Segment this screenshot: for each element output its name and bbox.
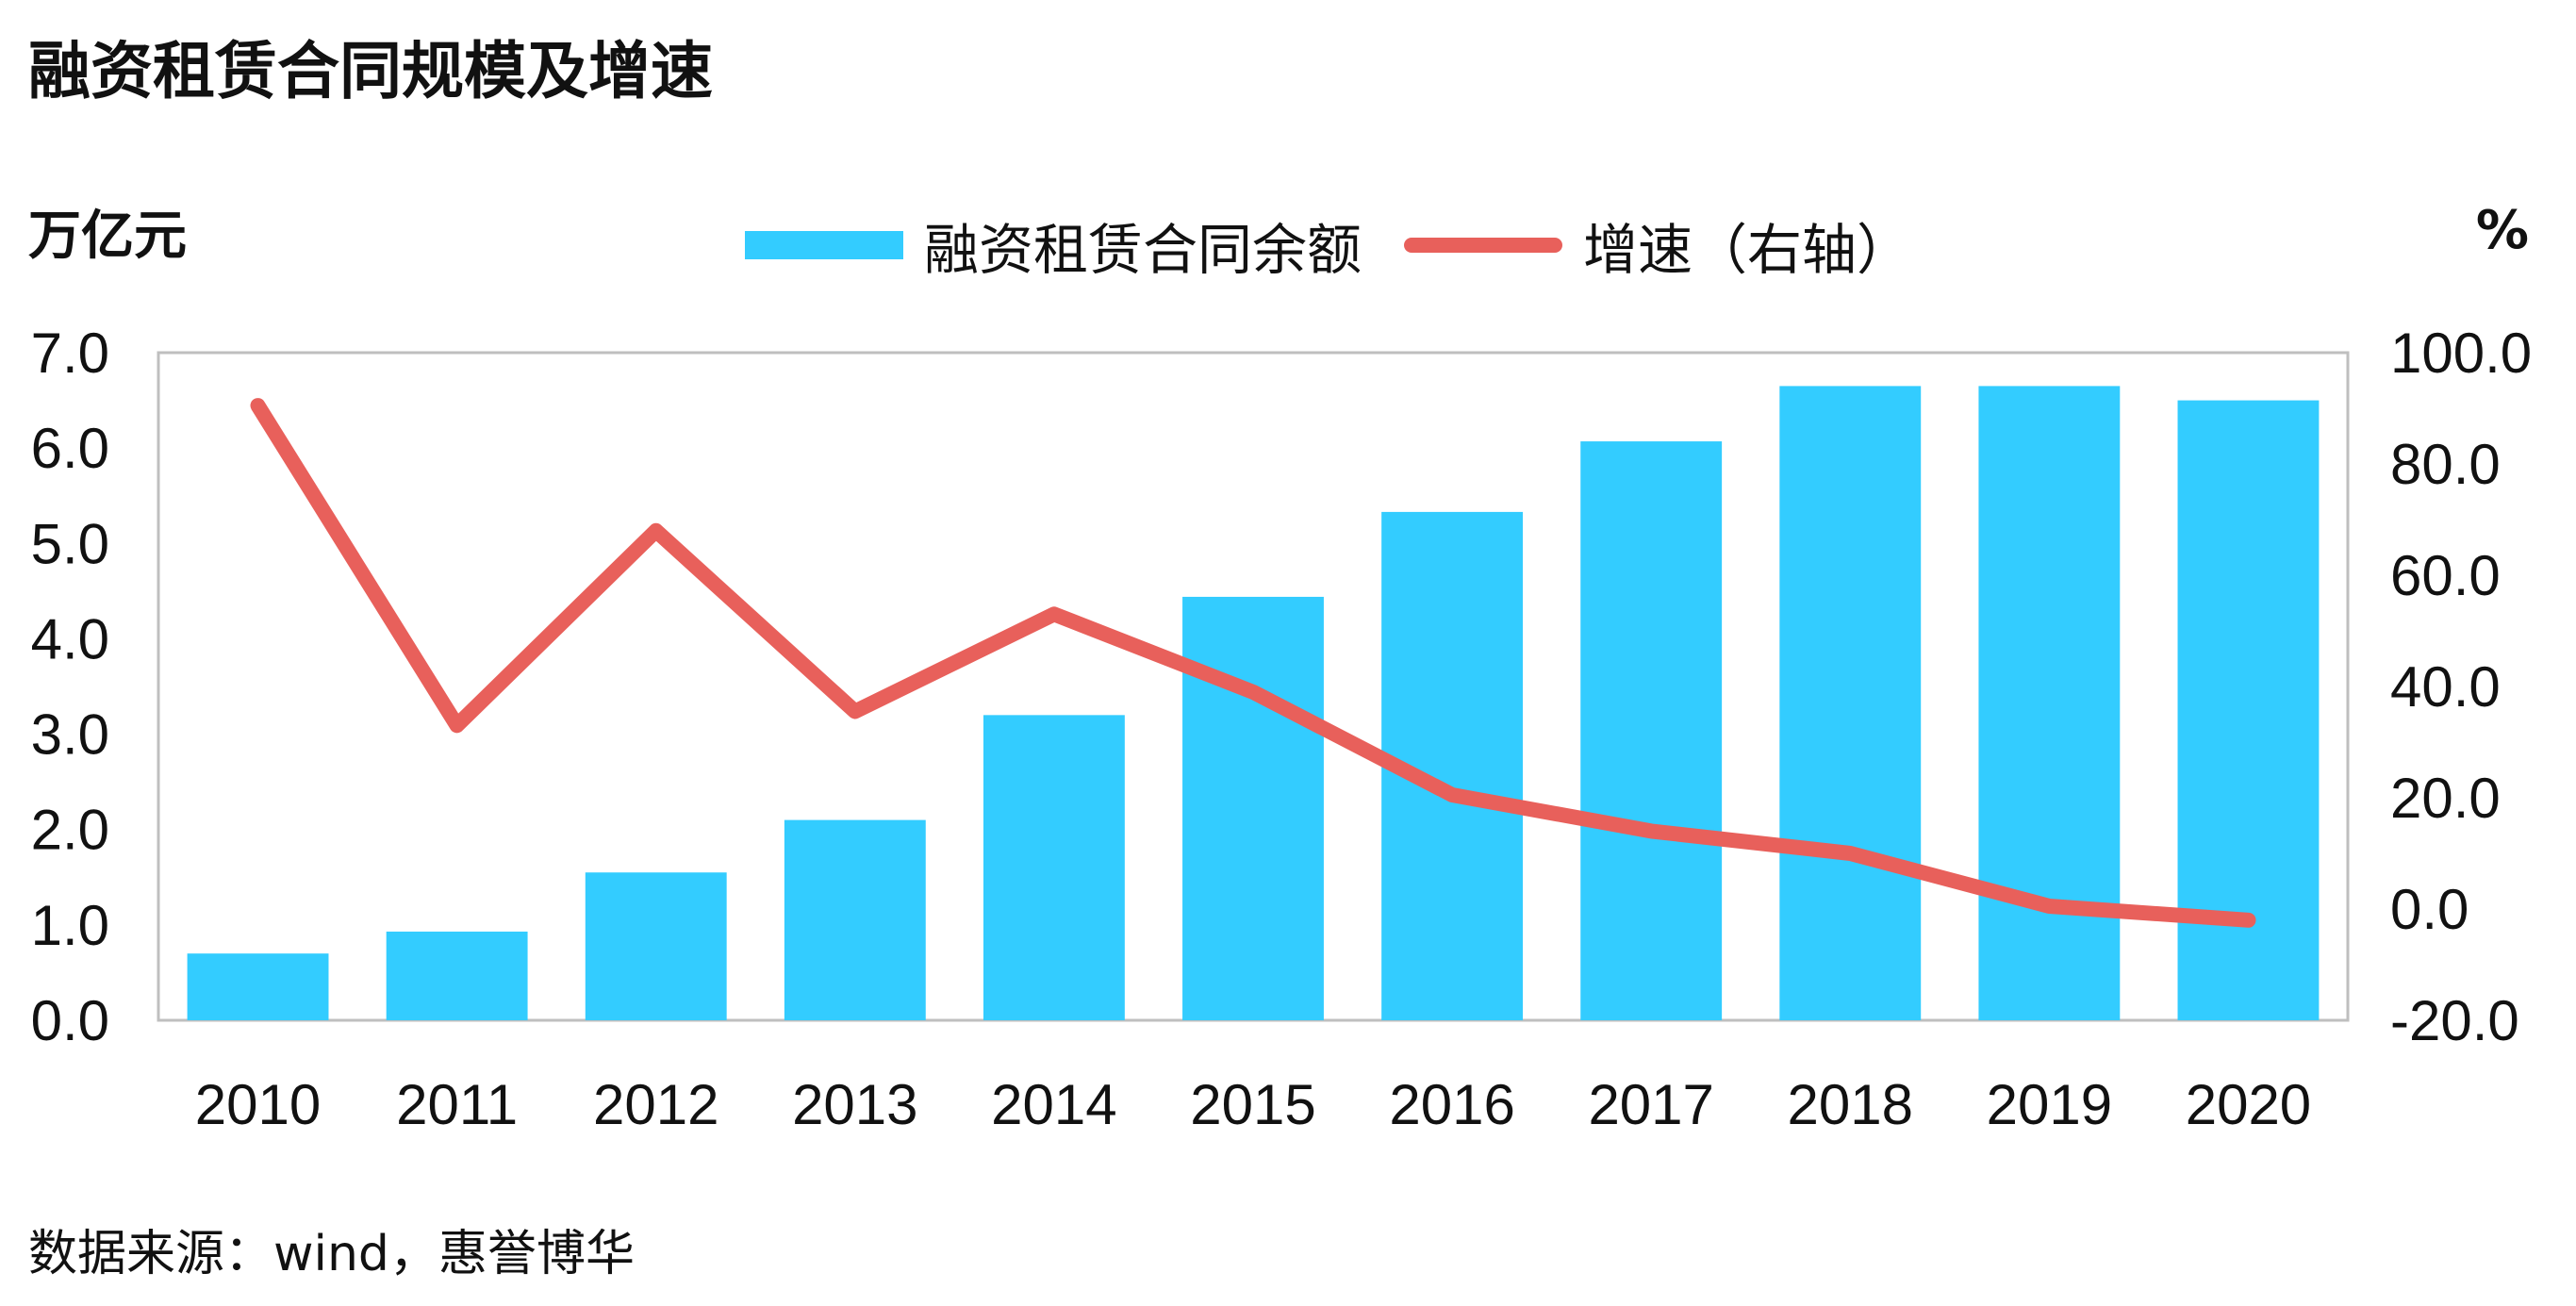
growth-point-2011: [456, 724, 458, 726]
legend-item-line: 增速（右轴）: [1404, 206, 1911, 285]
legend-bar-swatch: [745, 231, 903, 259]
growth-point-2020: [2247, 919, 2249, 921]
bar-2010: [187, 953, 329, 1020]
legend-item-bar: 融资租赁合同余额: [745, 206, 1362, 285]
bar-2013: [784, 819, 926, 1020]
left-tick-label: 1.0: [31, 894, 109, 957]
left-tick-label: 5.0: [31, 512, 109, 575]
left-tick-label: 6.0: [31, 417, 109, 480]
left-tick-label: 7.0: [31, 322, 109, 385]
x-tick-label: 2018: [1788, 1073, 1913, 1136]
left-tick-label: 3.0: [31, 703, 109, 767]
growth-point-2018: [1849, 852, 1851, 854]
growth-point-2015: [1252, 691, 1254, 693]
bar-2015: [1182, 596, 1324, 1020]
bar-2012: [585, 872, 727, 1020]
x-tick-label: 2019: [1987, 1073, 2112, 1136]
bar-2019: [1978, 386, 2121, 1020]
bar-2014: [983, 715, 1125, 1020]
legend-line-swatch: [1404, 238, 1563, 253]
source-note: 数据来源：wind，惠誉博华: [28, 1226, 635, 1282]
bar-2011: [386, 931, 528, 1020]
left-tick-label: 0.0: [31, 989, 109, 1052]
right-tick-label: 100.0: [2390, 322, 2532, 385]
legend: 融资租赁合同余额 增速（右轴）: [745, 206, 1954, 285]
x-tick-label: 2017: [1588, 1073, 1713, 1136]
right-tick-label: 20.0: [2390, 767, 2501, 830]
right-tick-label: 80.0: [2390, 433, 2501, 496]
x-tick-label: 2015: [1190, 1073, 1315, 1136]
growth-point-2014: [1053, 613, 1055, 615]
growth-point-2017: [1650, 830, 1652, 832]
legend-bar-label: 融资租赁合同余额: [924, 218, 1362, 282]
right-axis-unit: %: [2475, 200, 2529, 261]
growth-point-2012: [655, 530, 657, 532]
left-axis-unit: 万亿元: [28, 206, 187, 267]
legend-line-label: 增速（右轴）: [1583, 218, 1912, 282]
x-tick-label: 2011: [396, 1073, 518, 1136]
x-tick-label: 2013: [792, 1073, 917, 1136]
x-tick-label: 2012: [593, 1073, 718, 1136]
right-tick-label: 0.0: [2390, 878, 2469, 941]
x-tick-label: 2014: [991, 1073, 1116, 1136]
growth-point-2010: [257, 405, 259, 406]
x-tick-label: 2020: [2186, 1073, 2311, 1136]
x-tick-label: 2016: [1389, 1073, 1514, 1136]
growth-point-2019: [2048, 905, 2050, 907]
growth-point-2013: [854, 711, 856, 713]
right-tick-label: -20.0: [2390, 989, 2519, 1052]
growth-point-2016: [1451, 794, 1453, 796]
growth-line: [250, 398, 2256, 928]
left-tick-label: 2.0: [31, 799, 109, 862]
bar-2018: [1779, 386, 1922, 1020]
right-tick-label: 40.0: [2390, 655, 2501, 719]
chart-title: 融资租赁合同规模及增速: [28, 35, 713, 107]
bar-2017: [1580, 441, 1723, 1020]
left-tick-label: 4.0: [31, 607, 109, 670]
right-tick-label: 60.0: [2390, 544, 2501, 607]
x-tick-label: 2010: [195, 1073, 321, 1136]
